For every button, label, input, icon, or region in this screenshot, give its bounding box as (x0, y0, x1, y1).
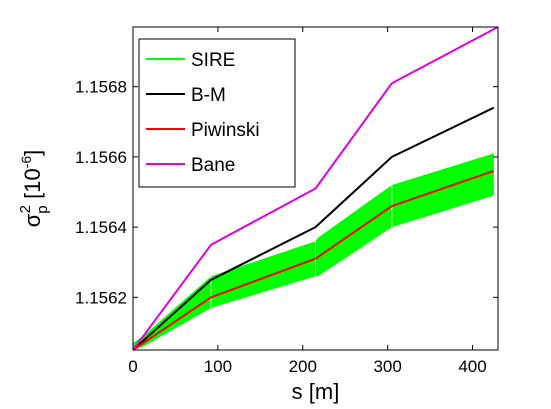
y-tick-label: 1.1564 (75, 218, 127, 237)
x-axis: 0 100 200 300 400 (128, 27, 487, 376)
x-tick-label: 0 (128, 357, 137, 376)
y-axis-label-symbol: σ (20, 213, 45, 227)
legend-box (138, 38, 296, 188)
plot-area (133, 27, 498, 350)
x-tick-label: 200 (289, 357, 317, 376)
legend-label: Bane (191, 155, 235, 176)
y-tick-label: 1.1568 (75, 78, 127, 97)
x-axis-label: s [m] (292, 379, 340, 404)
series-line-piwinski (133, 169, 495, 350)
y-axis-label-unit-close: ] (20, 150, 45, 156)
axes-box (132, 26, 499, 351)
y-axis-label-superscript: 2 (17, 205, 34, 213)
y-tick-label: 1.1566 (75, 148, 127, 167)
x-tick-label: 400 (458, 357, 486, 376)
x-tick-label: 100 (204, 357, 232, 376)
x-tick-label: 300 (373, 357, 401, 376)
series-line-bane (133, 27, 498, 350)
legend-label: SIRE (191, 50, 235, 71)
y-axis-label: σp2 [10-6] (17, 150, 51, 228)
y-axis-label-unit: [10 (20, 168, 45, 205)
legend: SIRE B-M Piwinski Bane (138, 38, 296, 188)
y-axis-label-subscript: p (34, 205, 51, 213)
y-axis: 1.1562 1.1564 1.1566 1.1568 (75, 78, 498, 307)
legend-label: Piwinski (191, 120, 260, 141)
legend-label: B-M (191, 85, 226, 106)
series-line-b-m (133, 106, 495, 350)
y-tick-label: 1.1562 (75, 288, 127, 307)
y-axis-label-unit-exponent: -6 (18, 156, 34, 169)
